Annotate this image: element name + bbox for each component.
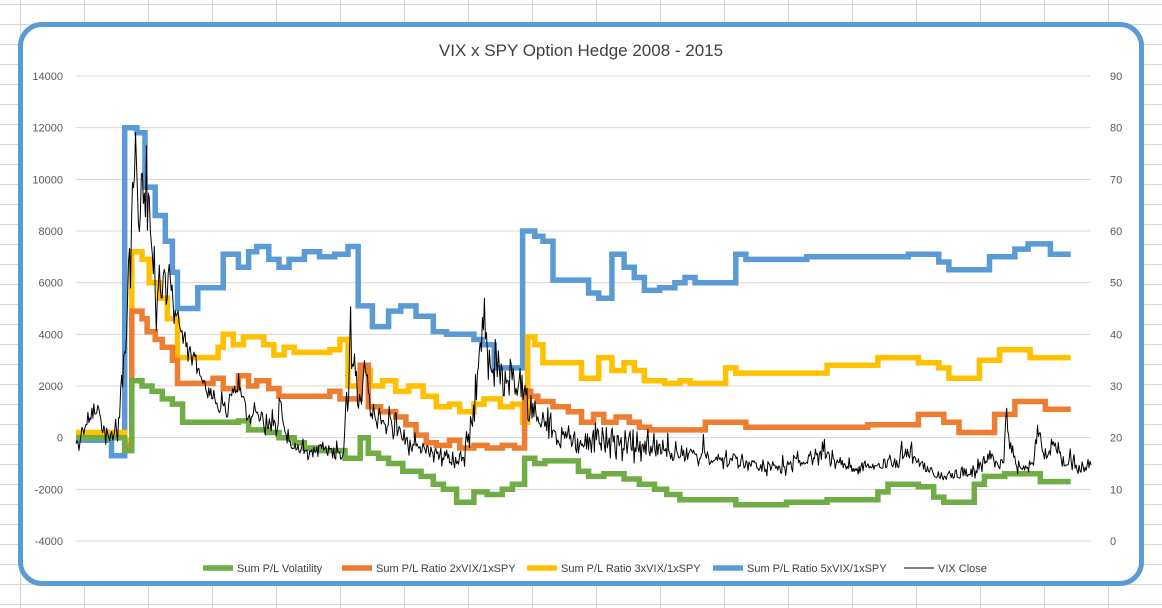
right-tick-label: 0 (1110, 536, 1116, 548)
series-line-2 (76, 248, 1071, 444)
left-tick-label: 12000 (32, 123, 63, 135)
legend-label: Sum P/L Ratio 3xVIX/1xSPY (561, 563, 701, 575)
left-tick-label: 14000 (32, 71, 63, 83)
chart-container: VIX x SPY Option Hedge 2008 - 2015 -4000… (18, 22, 1144, 586)
right-tick-label: 20 (1110, 433, 1122, 445)
right-tick-label: 90 (1110, 71, 1122, 83)
chart-legend: Sum P/L Volatility Sum P/L Ratio 2xVIX/1x… (203, 563, 987, 575)
legend-label: VIX Close (938, 563, 987, 575)
left-tick-label: 8000 (39, 226, 63, 238)
right-tick-label: 50 (1110, 278, 1122, 290)
chart-title: VIX x SPY Option Hedge 2008 - 2015 (439, 41, 723, 60)
legend-label: Sum P/L Ratio 2xVIX/1xSPY (376, 563, 516, 575)
right-tick-label: 70 (1110, 174, 1122, 186)
right-tick-label: 10 (1110, 484, 1122, 496)
chart-svg: VIX x SPY Option Hedge 2008 - 2015 -4000… (32, 41, 1122, 575)
left-tick-label: 10000 (32, 174, 63, 186)
legend-label: Sum P/L Volatility (237, 563, 323, 575)
right-axis: 0 10 20 30 40 50 60 70 80 90 (1110, 71, 1122, 548)
left-tick-label: -2000 (35, 484, 63, 496)
right-tick-label: 80 (1110, 123, 1122, 135)
left-tick-label: 0 (57, 433, 63, 445)
left-tick-label: 4000 (39, 329, 63, 341)
plot-area (75, 124, 1092, 508)
legend-label: Sum P/L Ratio 5xVIX/1xSPY (747, 563, 887, 575)
left-axis: -4000 -2000 0 2000 4000 6000 8000 10000 12000 140… (32, 71, 63, 548)
series-line-3 (76, 124, 1071, 459)
right-tick-label: 40 (1110, 329, 1122, 341)
series-line-4 (75, 132, 1092, 481)
left-tick-label: 2000 (39, 381, 63, 393)
right-tick-label: 60 (1110, 226, 1122, 238)
series-line-1 (76, 308, 1071, 451)
series-line-0 (76, 378, 1071, 508)
left-tick-label: -4000 (35, 536, 63, 548)
left-tick-label: 6000 (39, 278, 63, 290)
right-tick-label: 30 (1110, 381, 1122, 393)
